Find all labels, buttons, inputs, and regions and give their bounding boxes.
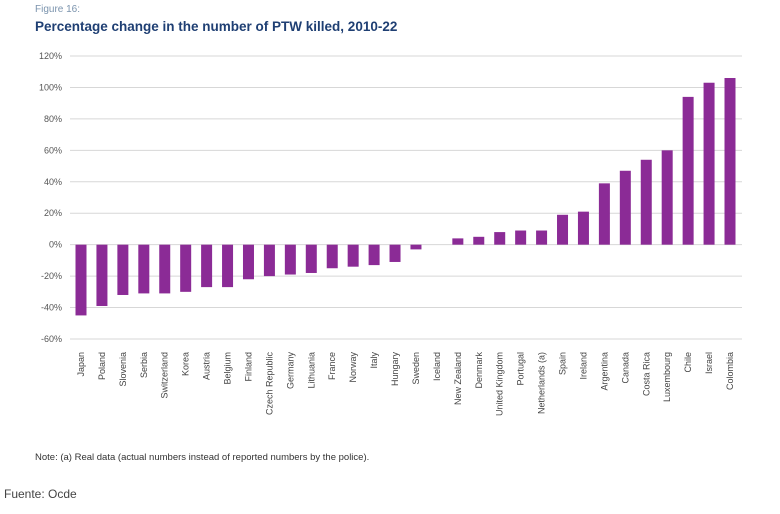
x-category-label: Ireland — [578, 352, 588, 380]
bar — [598, 183, 610, 245]
bar — [640, 159, 652, 245]
chart-note: Note: (a) Real data (actual numbers inst… — [35, 452, 370, 463]
x-category-label: Sweden — [411, 352, 421, 385]
y-tick-label: -20% — [41, 271, 62, 281]
bar — [703, 82, 715, 245]
x-category-label: Norway — [348, 352, 358, 383]
bar — [138, 244, 150, 294]
x-category-label: Slovenia — [118, 352, 128, 387]
x-axis-category-labels: Japan Poland Slovenia Serbia Switzerland Kore… — [76, 352, 735, 417]
x-category-label: Korea — [181, 352, 191, 376]
bar — [389, 244, 401, 262]
bar — [159, 244, 171, 294]
x-category-label: Belgium — [223, 352, 233, 385]
x-category-label: Colombia — [725, 352, 735, 390]
source-caption: Fuente: Ocde — [4, 487, 77, 501]
x-category-label: New Zealand — [453, 352, 463, 405]
x-category-label: Luxembourg — [662, 352, 672, 402]
bar — [724, 78, 736, 245]
bar — [661, 150, 673, 245]
y-tick-label: -60% — [41, 334, 62, 344]
x-category-label: Canada — [620, 352, 630, 384]
x-category-label: Spain — [558, 352, 568, 375]
x-category-label: Iceland — [432, 352, 442, 381]
y-tick-label: -40% — [41, 303, 62, 313]
bar — [347, 244, 359, 267]
bar — [305, 244, 317, 273]
y-tick-label: 20% — [44, 208, 62, 218]
x-category-label: Switzerland — [160, 352, 170, 399]
y-tick-label: 40% — [44, 177, 62, 187]
bar — [557, 214, 569, 245]
bar — [180, 244, 192, 292]
y-tick-label: 60% — [44, 145, 62, 155]
y-tick-label: 0% — [49, 240, 62, 250]
x-category-label: Japan — [76, 352, 86, 377]
y-tick-label: 120% — [39, 51, 62, 61]
x-category-label: Denmark — [474, 352, 484, 389]
bar — [201, 244, 213, 288]
bar — [368, 244, 380, 266]
bar-chart: -60% -40% -20% 0% 20% 40% 60% 80% 100% 120% Japan… — [39, 51, 742, 417]
x-category-label: United Kingdom — [495, 352, 505, 416]
bar — [326, 244, 338, 269]
x-category-label: Finland — [243, 352, 253, 382]
bar — [242, 244, 254, 280]
bar — [96, 244, 108, 306]
y-axis-ticks: -60% -40% -20% 0% 20% 40% 60% 80% 100% 120% — [39, 51, 62, 344]
x-category-label: Chile — [683, 352, 693, 373]
x-category-label: Serbia — [139, 352, 149, 378]
x-category-label: France — [327, 352, 337, 380]
x-category-label: Hungary — [390, 352, 400, 387]
x-category-label: Lithuania — [306, 352, 316, 389]
figure-label: Figure 16: — [35, 4, 81, 15]
x-category-label: Israel — [704, 352, 714, 374]
bar — [75, 244, 87, 316]
bar — [577, 211, 589, 245]
chart-title: Percentage change in the number of PTW k… — [35, 19, 398, 34]
bars — [75, 78, 736, 316]
x-category-label: Argentina — [599, 352, 609, 391]
x-category-label: Costa Rica — [641, 352, 651, 396]
x-category-label: Italy — [369, 352, 379, 369]
bar — [410, 244, 422, 250]
y-tick-label: 100% — [39, 82, 62, 92]
bar — [473, 236, 485, 245]
y-tick-label: 80% — [44, 114, 62, 124]
bar — [452, 238, 464, 245]
gridlines — [70, 55, 742, 340]
bar — [284, 244, 296, 275]
x-category-label: Portugal — [516, 352, 526, 386]
bar — [263, 244, 275, 277]
bar — [536, 230, 548, 245]
x-category-label: Austria — [202, 352, 212, 380]
bar — [117, 244, 129, 295]
bar — [515, 230, 527, 245]
x-category-label: Germany — [285, 352, 295, 390]
x-category-label: Czech Republic — [264, 352, 274, 416]
bar — [494, 232, 506, 245]
bar — [222, 244, 234, 288]
x-category-label: Poland — [97, 352, 107, 380]
bar — [619, 170, 631, 245]
bar — [682, 96, 694, 245]
x-category-label: Netherlands (a) — [537, 352, 547, 414]
